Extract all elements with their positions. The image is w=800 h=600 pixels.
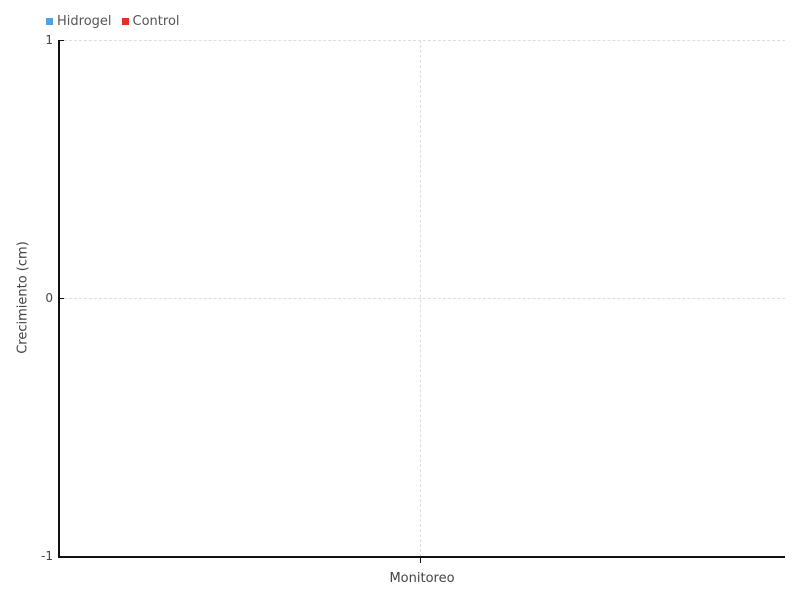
y-axis-tick-mark xyxy=(59,298,64,299)
gridline-vertical-center xyxy=(420,40,421,557)
y-axis-tick-mark xyxy=(59,40,64,41)
legend-swatch-square-icon xyxy=(121,17,129,25)
y-axis-tick-label: 0 xyxy=(45,291,53,305)
legend-item-control[interactable]: Control xyxy=(121,13,180,29)
y-axis-tick-label: -1 xyxy=(41,549,53,563)
y-axis-tick-label: 1 xyxy=(45,33,53,47)
gridline-horizontal-top xyxy=(59,40,785,41)
x-axis-tick-mark xyxy=(420,558,421,563)
x-axis-title: Monitoreo xyxy=(389,571,455,586)
legend-label-hidrogel: Hidrogel xyxy=(57,13,112,29)
y-axis-tick-mark xyxy=(59,556,64,557)
y-axis-line xyxy=(58,40,60,558)
x-axis-line xyxy=(58,556,785,558)
gridline-horizontal-middle xyxy=(59,298,785,299)
legend-item-hidrogel[interactable]: Hidrogel xyxy=(46,15,112,28)
y-axis-title: Crecimiento (cm) xyxy=(15,241,31,354)
legend-swatch-square-icon xyxy=(46,17,53,25)
chart-legend: Hidrogel Control xyxy=(46,11,180,31)
legend-label-control: Control xyxy=(132,13,180,29)
